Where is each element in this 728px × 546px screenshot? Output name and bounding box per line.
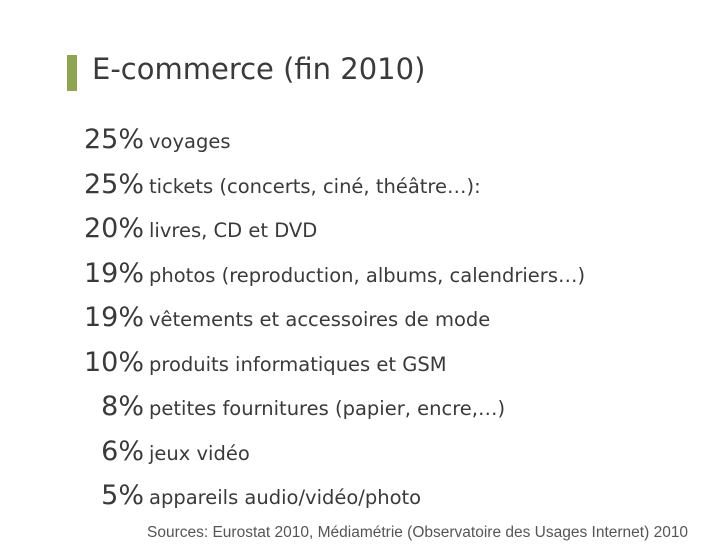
item: 25% voyages <box>60 124 585 169</box>
item: 20% livres, CD et DVD <box>60 213 585 258</box>
item-label: photos (reproduction, albums, calendrier… <box>149 263 586 287</box>
title: E-commerce (fin 2010) <box>92 52 426 86</box>
item-label: tickets (concerts, ciné, théâtre…): <box>149 174 481 198</box>
item: 5% appareils audio/vidéo/photo <box>60 480 585 525</box>
item: 10% produits informatiques et GSM <box>60 347 585 392</box>
item-label: produits informatiques et GSM <box>149 352 447 376</box>
item-list: 25% voyages 25% tickets (concerts, ciné, th… <box>60 124 585 525</box>
item-percent: 25% <box>83 168 144 200</box>
source: Sources: Eurostat 2010, Médiamétrie (Obs… <box>147 524 689 541</box>
item-label: petites fournitures (papier, encre,…) <box>149 397 506 420</box>
item-label: vêtements et accessoires de mode <box>149 308 491 331</box>
item-percent: 19% <box>83 257 144 289</box>
item: 19% photos (reproduction, albums, calendr… <box>60 258 585 303</box>
item-label: voyages <box>149 130 231 153</box>
item: 19% vêtements et accessoires de mode <box>60 302 585 347</box>
item: 6% jeux vidéo <box>60 436 585 481</box>
item-label: jeux vidéo <box>149 441 250 465</box>
item-percent: 20% <box>83 213 144 244</box>
item-label: appareils audio/vidéo/photo <box>149 486 422 509</box>
item: 8% petites fournitures (papier, encre,…) <box>60 391 585 436</box>
accent-bar <box>67 55 77 91</box>
item-percent: 5% <box>101 480 144 511</box>
item-label: livres, CD et DVD <box>149 219 318 242</box>
item-percent: 10% <box>83 346 144 378</box>
item: 25% tickets (concerts, ciné, théâtre…): <box>60 169 585 214</box>
item-percent: 6% <box>101 435 144 467</box>
item-percent: 8% <box>101 391 144 422</box>
item-percent: 19% <box>83 302 144 333</box>
item-percent: 25% <box>83 124 144 155</box>
